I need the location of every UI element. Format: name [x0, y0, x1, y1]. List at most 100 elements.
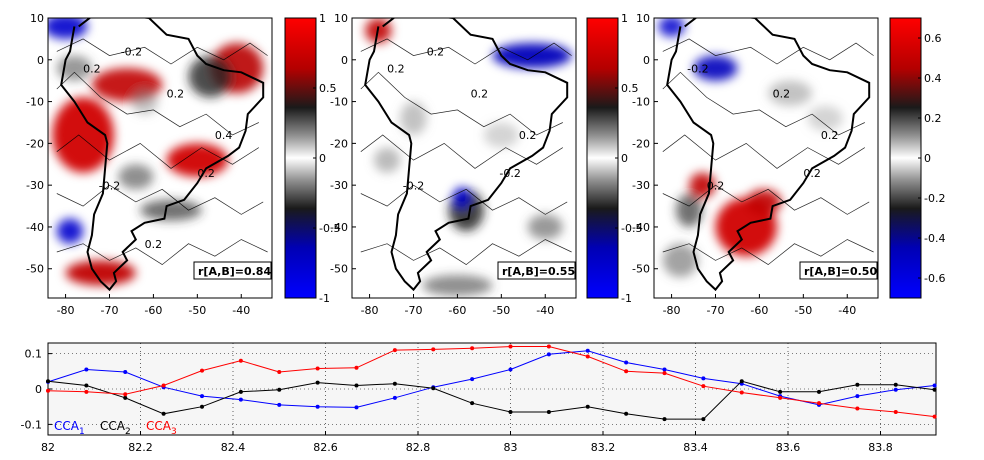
series-point	[585, 348, 590, 353]
series-point	[855, 394, 860, 399]
colorbar-tick-label: 0.6	[924, 32, 942, 45]
x-tick-label: -70	[405, 304, 423, 317]
x-tick-label: -40	[838, 304, 856, 317]
x-tick-label: 82.6	[313, 441, 338, 454]
field-blob	[693, 55, 738, 81]
series-point	[200, 404, 205, 409]
series-point	[739, 379, 744, 384]
x-tick-label: -80	[361, 304, 379, 317]
map-frame	[653, 17, 879, 299]
map-panel-1: 0.2-0.20.20.20.4-0.20.2-80 -70 -60 -50 -4010…	[26, 12, 340, 317]
legend-name: CCA	[100, 419, 126, 433]
colorbar-tick-label: 0.5	[621, 82, 639, 95]
colorbar-tick-label: -0.6	[924, 272, 945, 285]
field-blob	[400, 101, 427, 136]
field-blob	[768, 80, 813, 106]
series-point	[662, 417, 667, 422]
series-point	[701, 417, 706, 422]
field-blob	[483, 122, 519, 148]
y-tick-label: -30	[330, 179, 348, 192]
x-tick-label: 82.2	[128, 441, 153, 454]
contour-label: 0.2	[773, 87, 791, 100]
series-point	[816, 389, 821, 394]
legend-subscript: 1	[79, 427, 85, 437]
y-tick-label: 0	[643, 54, 650, 67]
series-point	[546, 410, 551, 414]
colorbar-tick-label: 0	[319, 152, 326, 165]
y-tick-label: -40	[330, 221, 348, 234]
colorbar-tick-label: -0.5	[621, 222, 642, 235]
colorbar-tick-label: 0.2	[924, 112, 942, 125]
series-point	[470, 401, 475, 406]
field-layer: -0.2 0.2 0.2 0.2 0.2	[658, 18, 874, 292]
series-point	[932, 414, 937, 419]
contour-line	[662, 38, 874, 65]
field-blob	[140, 199, 202, 221]
contour-line	[56, 38, 268, 65]
contour-label: -0.2	[99, 179, 120, 192]
series-point	[508, 367, 513, 372]
contour-line	[360, 38, 572, 65]
field-blob	[65, 260, 136, 286]
series-point	[585, 354, 590, 359]
series-point	[585, 404, 590, 409]
series-point	[84, 367, 89, 372]
contour-label: 0.2	[427, 46, 445, 59]
series-point	[123, 395, 128, 400]
legend-subscript: 3	[171, 427, 177, 437]
contour-line	[662, 239, 874, 266]
field-blob	[166, 143, 229, 177]
contour-label: 0.2	[167, 87, 185, 100]
series-point	[315, 404, 320, 409]
series-point	[778, 389, 783, 394]
series-point	[893, 387, 898, 392]
series-point	[238, 389, 243, 394]
x-tick-label: -70	[707, 304, 725, 317]
x-tick-label: -50	[188, 304, 206, 317]
series-point	[277, 402, 282, 407]
series-cca2	[46, 379, 937, 422]
colorbar-tick-label: 0	[924, 152, 931, 165]
x-tick-label: 83.6	[776, 441, 801, 454]
colorbar-tick-label: 0.4	[924, 72, 942, 85]
contour-line	[360, 134, 563, 169]
y-tick-label: -50	[26, 263, 44, 276]
contour-label: -0.2	[499, 167, 520, 180]
series-point	[470, 346, 475, 351]
series-point	[932, 387, 937, 392]
series-point	[624, 360, 629, 365]
legend-entry-cca3: CCA3	[146, 419, 177, 437]
colorbar-tick-label: -1	[621, 292, 632, 305]
series-point	[84, 383, 89, 388]
y-tick-label: 10	[334, 12, 348, 25]
colorbar	[586, 17, 619, 299]
contour-label: 0.2	[471, 87, 489, 100]
x-tick-label: -40	[232, 304, 250, 317]
colorbar	[889, 17, 922, 299]
series-point	[701, 384, 706, 389]
series-point	[200, 368, 205, 373]
contour-line	[360, 184, 568, 215]
series-cca1	[46, 348, 937, 410]
series-line	[47, 346, 935, 418]
series-point	[701, 376, 706, 381]
x-tick-label: -60	[144, 304, 162, 317]
series-point	[315, 380, 320, 385]
series-point	[392, 381, 397, 386]
x-tick-label: 83.2	[591, 441, 616, 454]
field-blobs	[48, 18, 264, 286]
field-blob	[373, 147, 401, 173]
contour-label: 0.2	[803, 167, 821, 180]
map-panel-2: 0.2-0.20.2-0.20.20.2-80 -70 -60 -50 -40100-1…	[330, 12, 642, 317]
series-point	[431, 386, 436, 391]
x-tick-label: -60	[448, 304, 466, 317]
colorbar-tick-label: -0.2	[924, 192, 945, 205]
y-tick-label: -20	[330, 137, 348, 150]
contour-line	[56, 239, 268, 266]
legend-name: CCA	[146, 419, 172, 433]
correlation-label: r[A,B]=0.55	[502, 265, 575, 278]
field-blob	[52, 97, 114, 173]
colorbar-tick-label: -0.4	[924, 232, 945, 245]
series-point	[238, 358, 243, 363]
